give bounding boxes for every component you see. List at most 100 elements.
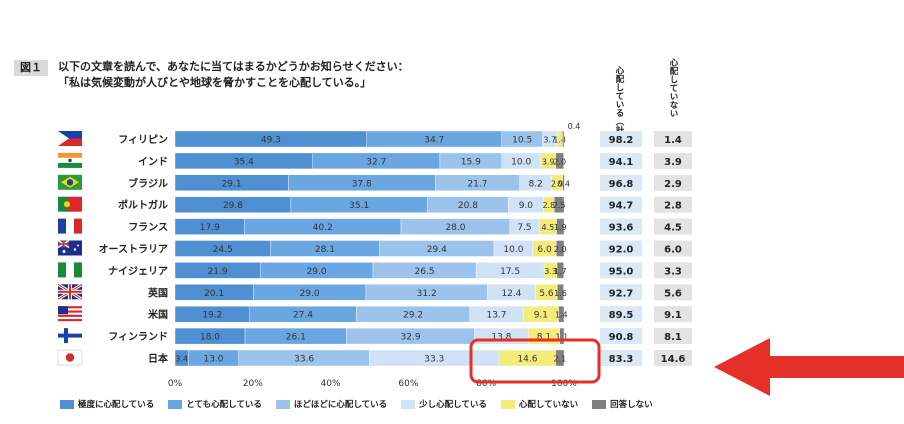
bar-value-label: 2.9 (551, 179, 564, 188)
not-worried-value: 3.3 (664, 266, 682, 277)
not-worried-value: 4.5 (664, 223, 682, 234)
total-worried-cell (600, 262, 642, 279)
legend-item: 少し心配している (401, 398, 487, 410)
not-worried-cell (654, 240, 692, 257)
legend-swatch (60, 399, 74, 409)
not-worried-cell (654, 328, 692, 345)
bar-value-label: 33.3 (424, 355, 444, 365)
not-worried-cell (654, 306, 692, 323)
total-worried-cell (600, 284, 642, 301)
total-worried-value: 92.0 (609, 245, 634, 256)
total-worried-value: 94.7 (609, 201, 634, 212)
x-tick-label: 80% (476, 379, 496, 389)
bar-value-label: 29.0 (307, 267, 327, 277)
highlight-box (469, 338, 601, 384)
flag-5 (58, 218, 66, 234)
x-tick-label: 0% (168, 379, 183, 389)
bar-value-label: 1.7 (554, 267, 567, 276)
flag-7 (74, 262, 82, 278)
bar-value-label: 9.1 (534, 311, 548, 321)
country-label: フィンランド (108, 331, 168, 343)
not-worried-cell (654, 350, 692, 366)
bar-value-label: 49.3 (261, 136, 281, 146)
not-worried-value: 2.8 (664, 201, 682, 212)
not-worried-cell (654, 218, 692, 235)
figure-label: 図１ (14, 60, 48, 76)
bar-value-label: 2.0 (554, 245, 567, 254)
total-worried-cell (600, 350, 642, 366)
legend-label: 回答しない (610, 400, 653, 410)
bar-value-label: 13.7 (486, 311, 506, 321)
flag-8 (58, 290, 82, 293)
bar-value-label: 26.5 (415, 267, 435, 277)
bar-value-label: 21.7 (467, 179, 487, 189)
bar-segment (554, 196, 565, 213)
chart-title: 以下の文章を読んで、あなたに当てはまるかどうかお知らせください： (58, 60, 409, 73)
not-worried-cell (654, 196, 692, 213)
not-worried-value: 8.1 (664, 332, 682, 343)
flag-9 (58, 306, 82, 309)
total-worried-header: 心配している（計） (614, 66, 624, 143)
bar-value-label: 7.5 (517, 223, 531, 233)
bar-value-label: 13.8 (491, 333, 511, 343)
legend-label: 少し心配している (419, 400, 487, 410)
flag-6 (62, 250, 66, 253)
country-label: ナイジェリア (108, 265, 168, 277)
bar-value-label: 31.2 (417, 289, 437, 299)
bar-value-label: 29.0 (300, 289, 320, 299)
flag-9 (58, 310, 82, 313)
bar-value-label: 19.2 (202, 311, 222, 321)
flag-4 (67, 196, 82, 212)
not-worried-value: 5.6 (664, 288, 682, 299)
total-worried-cell (600, 240, 642, 257)
red-arrow-icon (714, 338, 904, 396)
bar-value-label: 2.1 (554, 355, 567, 364)
total-worried-cell (600, 131, 642, 147)
flag-7 (66, 262, 74, 278)
bar-segment (556, 262, 564, 279)
flag-5 (66, 218, 74, 234)
bar-value-label: 3.3 (544, 267, 557, 276)
total-worried-cell (600, 218, 642, 235)
x-tick-label: 40% (321, 379, 341, 389)
bar-value-label: 33.6 (294, 355, 314, 365)
flag-9 (58, 314, 82, 317)
bar-value-label: 32.9 (401, 333, 421, 343)
bar-value-label: 17.9 (200, 223, 220, 233)
flag-2 (58, 162, 82, 168)
total-worried-value: 96.8 (609, 179, 634, 190)
not-worried-cell (654, 174, 692, 191)
flag-7 (58, 262, 66, 278)
total-worried-cell (600, 328, 642, 345)
flag-11 (57, 349, 83, 366)
bar-value-label: 1.1 (555, 333, 568, 342)
bar-value-label: 10.5 (512, 136, 532, 146)
not-worried-value: 1.4 (664, 135, 682, 146)
legend-swatch (275, 399, 290, 409)
total-worried-value: 83.3 (609, 354, 634, 365)
bar-value-label: 10.0 (503, 245, 523, 255)
bar-value-label: 40.2 (313, 223, 333, 233)
bar-value-label: 2.5 (553, 201, 566, 210)
bar-value-label: 1.6 (554, 289, 567, 298)
legend-item: 心配していない (500, 398, 578, 410)
bar-value-label: 3.9 (542, 157, 555, 166)
flag-6 (77, 244, 79, 247)
total-worried-cell (600, 196, 642, 213)
legend: 極度に心配している とても心配している ほどほどに心配している 少し心配している 心配し… (60, 398, 653, 410)
bar-segment (555, 152, 564, 170)
bar-value-label: 8.2 (528, 179, 542, 189)
legend-label: ほどほどに心配している (293, 400, 388, 410)
bar-value-label: 20.8 (458, 201, 478, 211)
not-worried-cell (654, 131, 692, 147)
bar-value-label: 0.4 (568, 122, 581, 131)
bar-segment (562, 174, 565, 192)
bar-segment (558, 306, 565, 323)
bar-value-label: 14.6 (517, 355, 537, 365)
not-worried-value: 6.0 (664, 245, 682, 256)
legend-label: 極度に心配している (78, 400, 155, 410)
flag-1 (58, 131, 82, 139)
bar-value-label: 13.0 (203, 355, 223, 365)
bar-segment (556, 218, 565, 235)
